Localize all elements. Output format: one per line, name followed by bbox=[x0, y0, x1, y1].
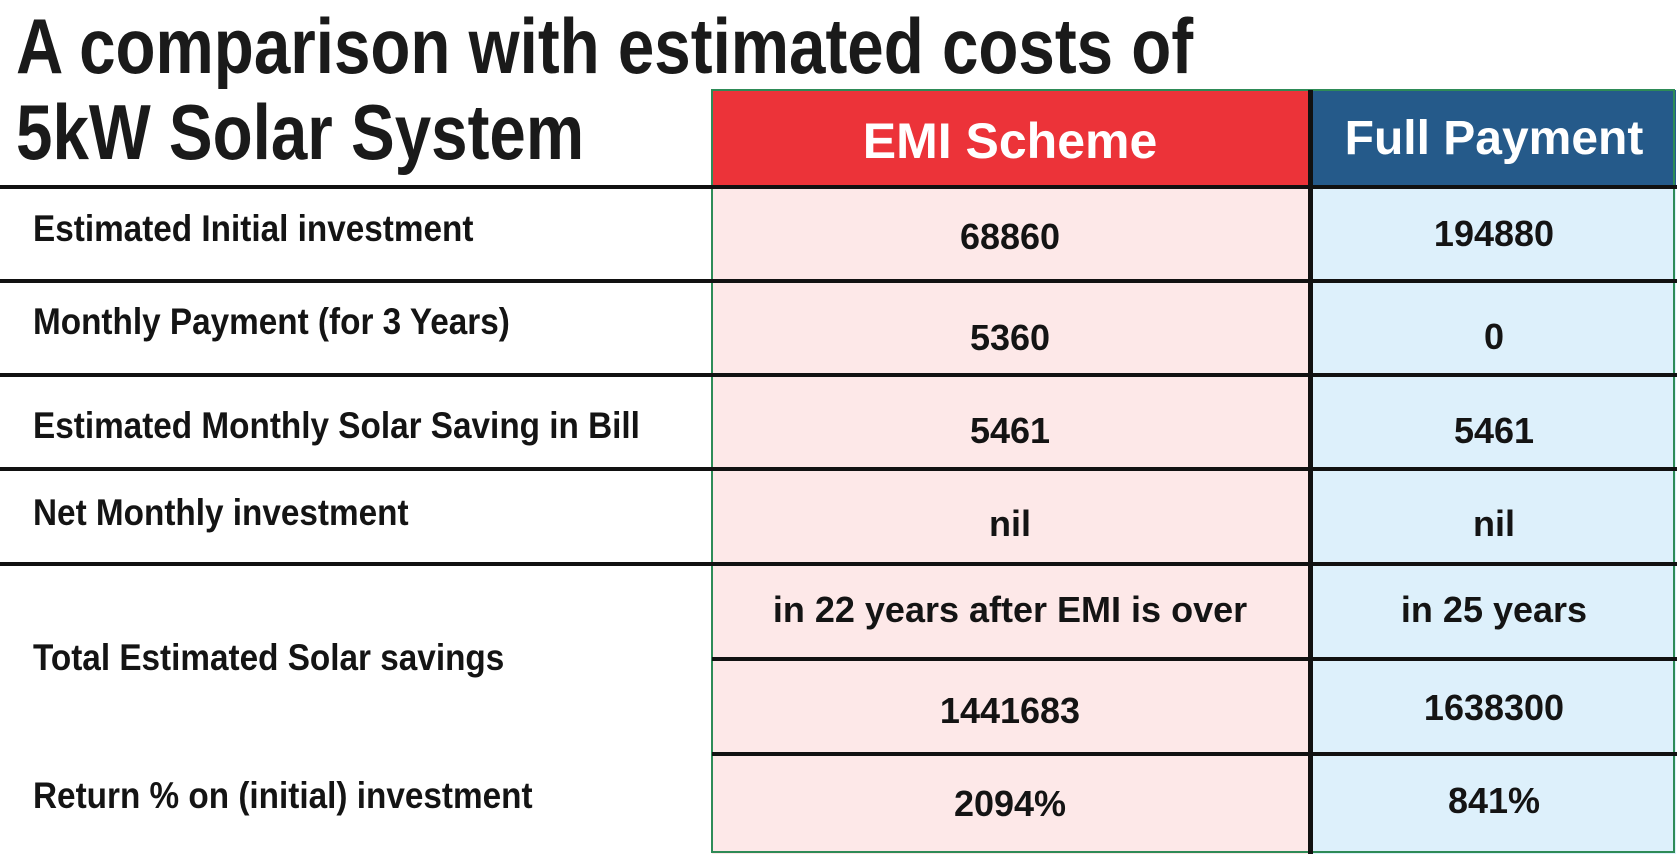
full-payment-period: in 25 years bbox=[1400, 589, 1588, 630]
row-divider bbox=[0, 279, 1677, 283]
emi-period: in 22 years after EMI is over bbox=[772, 589, 1248, 630]
full-payment-value: 841% bbox=[1447, 780, 1541, 821]
row-label: Monthly Payment (for 3 Years) bbox=[33, 301, 510, 342]
row-label: Estimated Monthly Solar Saving in Bill bbox=[33, 405, 640, 446]
emi-value: 5461 bbox=[969, 410, 1051, 451]
full-payment-value: 0 bbox=[1483, 316, 1505, 357]
emi-value: 68860 bbox=[959, 216, 1061, 257]
row-label: Net Monthly investment bbox=[33, 492, 409, 533]
emi-value: 5360 bbox=[969, 317, 1051, 358]
full-payment-column-background bbox=[1310, 90, 1676, 854]
row-divider bbox=[0, 467, 1677, 471]
emi-value: 1441683 bbox=[939, 690, 1081, 731]
emi-column-background bbox=[712, 90, 1310, 854]
row-divider bbox=[0, 185, 1677, 189]
full-payment-value: 5461 bbox=[1453, 410, 1535, 451]
row-divider bbox=[712, 657, 1677, 661]
row-divider bbox=[0, 562, 1677, 566]
row-divider bbox=[0, 373, 1677, 377]
row-label: Return % on (initial) investment bbox=[33, 775, 533, 816]
full-payment-value: 194880 bbox=[1433, 213, 1555, 254]
full-payment-header: Full Payment bbox=[1312, 90, 1676, 186]
full-payment-value: nil bbox=[1473, 503, 1515, 544]
row-label: Estimated Initial investment bbox=[33, 208, 474, 249]
title-line-2: 5kW Solar System bbox=[16, 88, 585, 176]
title-line-1: A comparison with estimated costs of bbox=[16, 2, 1194, 90]
row-divider bbox=[712, 752, 1677, 756]
full-payment-value: 1638300 bbox=[1423, 687, 1565, 728]
row-label: Total Estimated Solar savings bbox=[33, 637, 505, 678]
emi-value: 2094% bbox=[953, 783, 1067, 824]
column-divider bbox=[1308, 90, 1313, 854]
emi-scheme-header: EMI Scheme bbox=[712, 90, 1308, 186]
emi-value: nil bbox=[989, 503, 1031, 544]
